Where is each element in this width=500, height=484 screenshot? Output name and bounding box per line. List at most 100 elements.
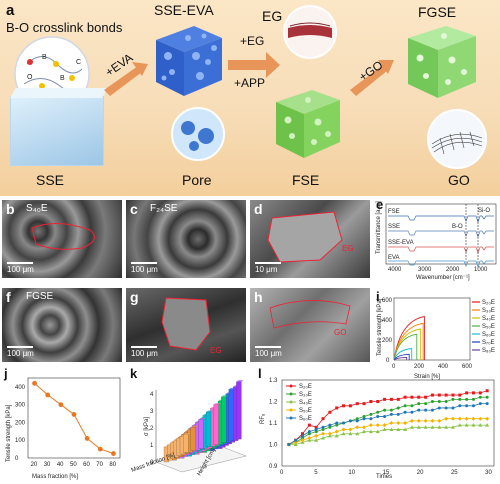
legend-label: S₆₀E <box>482 332 495 338</box>
eg-outline <box>267 211 343 263</box>
data-point <box>348 431 353 436</box>
data-point <box>430 393 434 397</box>
data-point <box>376 415 380 419</box>
data-point <box>334 429 339 434</box>
data-point <box>410 410 414 414</box>
arrow-eg-app <box>228 52 280 78</box>
sem-title: F₂₄SE <box>150 203 178 214</box>
strength-plot: 20 30 40 50 60 70 80 0 100 200 300 400 <box>15 377 121 468</box>
data-point <box>464 416 469 421</box>
series-label: EVA <box>388 255 400 261</box>
arrow-eva <box>104 62 148 96</box>
data-point <box>417 395 421 399</box>
label-go: GO <box>448 172 470 188</box>
series-label: SSE-EVA <box>388 240 414 246</box>
data-point <box>383 408 387 412</box>
data-point <box>342 404 346 408</box>
data-point <box>396 427 401 431</box>
data-point <box>437 406 441 410</box>
x-tick: 80 <box>109 462 116 468</box>
legend-marker <box>289 392 293 396</box>
bar <box>205 411 212 447</box>
x-tick: 60 <box>83 462 90 468</box>
scale-bar <box>131 262 157 264</box>
data-point <box>458 393 462 397</box>
data-point <box>375 423 380 428</box>
sem-letter: c <box>130 201 138 217</box>
x-axis-label: Times <box>376 474 392 480</box>
sem-panel-f: f FGSE 100 μm <box>2 288 122 362</box>
data-point <box>430 408 434 412</box>
fgse-cube <box>408 26 476 98</box>
x-axis-label: Mass fraction [%] <box>32 474 78 480</box>
data-point <box>307 432 311 436</box>
scale-label: 100 μm <box>255 349 282 358</box>
data-point <box>314 438 319 442</box>
data-point <box>111 451 116 456</box>
data-point <box>314 433 319 438</box>
data-point <box>369 412 373 416</box>
data-point <box>362 417 366 421</box>
data-point <box>294 438 298 442</box>
data-point <box>457 423 462 427</box>
data-point <box>451 393 455 397</box>
data-point <box>424 395 428 399</box>
bar-top <box>236 380 244 382</box>
scale-label: 100 μm <box>7 265 34 274</box>
x-tick: 30 <box>485 470 492 476</box>
x-axis-label: Strain [%] <box>414 374 440 380</box>
x-tick: 25 <box>451 470 458 476</box>
legend-label: S₅₀E <box>299 408 312 414</box>
data-point <box>382 423 387 428</box>
data-point <box>383 397 387 401</box>
x-tick: 70 <box>96 462 103 468</box>
y-tick: 0 <box>386 358 390 364</box>
sem-panel-h: h GO 100 μm <box>250 288 370 362</box>
x-tick: 0 <box>392 364 396 370</box>
data-point <box>307 430 311 434</box>
data-point <box>389 421 394 425</box>
data-point <box>444 406 448 410</box>
x-tick: 1000 <box>474 267 488 273</box>
data-point <box>478 416 483 421</box>
y-tick: 0 <box>15 456 19 462</box>
sem-panel-b: b S₄₀E 100 μm <box>2 200 122 278</box>
data-point <box>389 412 393 416</box>
scale-bar <box>255 346 281 348</box>
y-axis-label: RFᵤ <box>260 413 266 424</box>
data-point <box>300 438 305 443</box>
data-point <box>389 427 394 431</box>
data-point <box>383 415 387 419</box>
data-point <box>485 423 490 427</box>
data-point <box>465 391 469 395</box>
data-point <box>389 397 393 401</box>
data-point <box>417 408 421 412</box>
sse-eva-label: SSE-EVA <box>154 2 214 20</box>
sem-panel-d: d EG 10 μm <box>250 200 370 278</box>
x-tick: 15 <box>383 470 390 476</box>
panel-letter: e <box>376 198 383 212</box>
ftir-line <box>388 246 494 255</box>
data-point <box>335 423 339 427</box>
data-point <box>396 397 400 401</box>
data-point <box>478 391 482 395</box>
x-tick: 2000 <box>446 267 460 273</box>
bar <box>221 396 227 444</box>
data-point <box>327 431 332 436</box>
scale-bar <box>131 346 157 348</box>
data-point <box>355 425 360 430</box>
data-point <box>423 418 428 423</box>
data-point <box>389 408 393 412</box>
legend-label: S₆₀E <box>299 416 312 422</box>
x-axis-label: Wavenumber [cm⁻¹] <box>416 275 470 281</box>
data-point <box>369 400 373 403</box>
panel-a: a B-O crosslink bonds B O C B B O SSE +E… <box>0 0 500 196</box>
data-point <box>355 431 360 436</box>
data-point <box>321 427 325 431</box>
data-point <box>382 427 387 431</box>
sem-letter: b <box>6 201 15 217</box>
data-point <box>403 427 408 431</box>
data-point <box>348 419 352 423</box>
z-tick: 1 <box>150 443 154 449</box>
y-tick: 300 <box>15 403 26 409</box>
